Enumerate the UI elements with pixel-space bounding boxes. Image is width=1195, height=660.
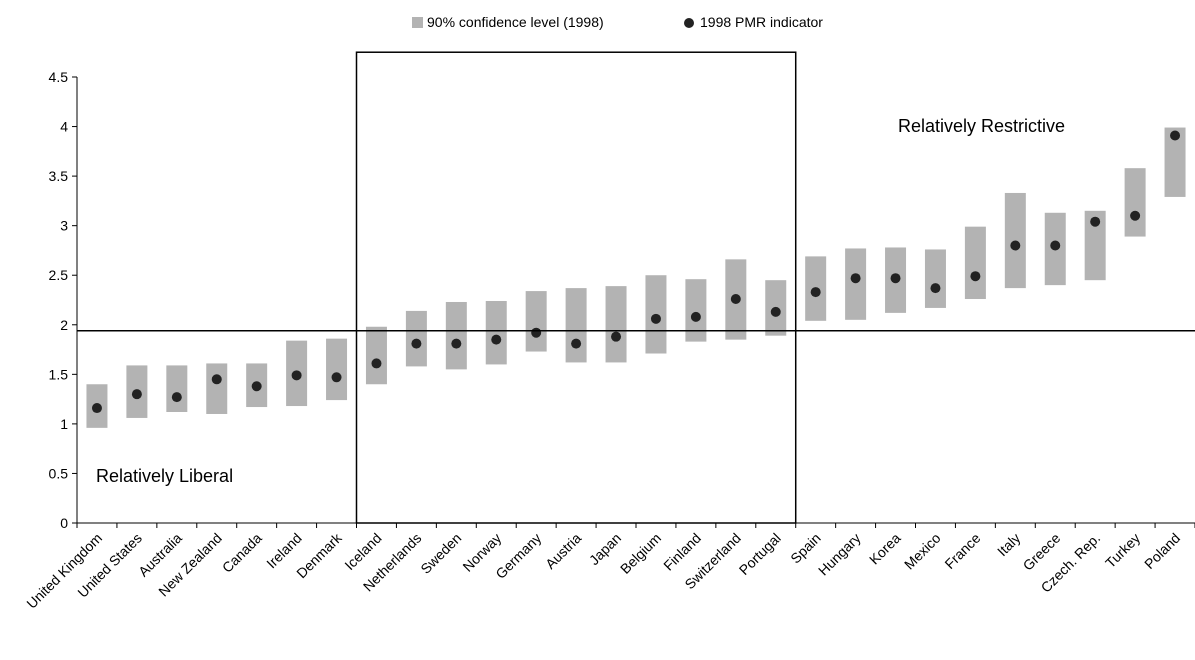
pmr-point <box>850 273 861 284</box>
y-axis: 0 0.5 1 1.5 2 2.5 3 3.5 4 4.5 <box>49 69 78 531</box>
confidence-bar <box>924 249 946 308</box>
confidence-bar <box>166 365 188 412</box>
confidence-bar <box>525 291 547 352</box>
confidence-bar <box>326 338 348 401</box>
pmr-point <box>131 389 142 400</box>
confidence-bar <box>1084 210 1106 281</box>
pmr-point <box>970 271 981 282</box>
confidence-bar <box>1164 127 1186 197</box>
pmr-point <box>890 273 901 284</box>
pmr-point <box>371 358 382 369</box>
confidence-bar <box>964 226 986 300</box>
y-tick-label: 0.5 <box>49 465 69 481</box>
legend-point-label: 1998 PMR indicator <box>700 14 823 30</box>
x-tick-label: Italy <box>994 530 1023 559</box>
pmr-point <box>451 338 462 349</box>
y-tick-label: 1.5 <box>49 366 69 382</box>
pmr-point <box>571 338 582 349</box>
confidence-bands <box>86 127 1186 428</box>
pmr-point <box>730 294 741 305</box>
pmr-point <box>1130 210 1141 221</box>
x-tick-label: Poland <box>1141 530 1183 572</box>
pmr-point <box>611 331 622 342</box>
confidence-bar <box>365 326 387 385</box>
pmr-point <box>91 403 102 414</box>
confidence-bar <box>845 248 867 320</box>
pmr-point <box>770 306 781 317</box>
x-tick-label: Portugal <box>736 530 784 578</box>
x-tick-label: Sweden <box>417 530 464 577</box>
confidence-bar <box>605 286 627 363</box>
pmr-point <box>690 311 701 322</box>
pmr-point <box>650 313 661 324</box>
x-tick-label: Canada <box>219 530 265 576</box>
x-tick-label: Austria <box>542 530 584 572</box>
x-tick-label: Mexico <box>901 530 944 573</box>
region-label-restrictive: Relatively Restrictive <box>898 116 1065 136</box>
pmr-point <box>810 287 821 298</box>
pmr-point <box>291 370 302 381</box>
legend-point-swatch <box>684 18 694 28</box>
confidence-bar <box>1124 168 1146 237</box>
x-tick-label: Spain <box>787 530 824 567</box>
legend-range-swatch <box>412 17 423 28</box>
legend: 90% confidence level (1998) 1998 PMR ind… <box>412 14 823 30</box>
x-tick-label: Japan <box>586 530 624 568</box>
region-label-liberal: Relatively Liberal <box>96 466 233 486</box>
pmr-point <box>1010 240 1021 251</box>
y-tick-label: 1 <box>60 416 68 432</box>
confidence-bar <box>485 300 507 365</box>
confidence-bar <box>445 301 467 370</box>
confidence-bar <box>685 279 707 342</box>
confidence-bar <box>565 288 587 363</box>
pmr-point <box>531 327 542 338</box>
x-tick-label: Korea <box>866 530 904 568</box>
y-tick-label: 2 <box>60 317 68 333</box>
y-tick-label: 3.5 <box>49 168 69 184</box>
pmr-point <box>171 392 182 403</box>
pmr-point <box>211 374 222 385</box>
y-tick-label: 0 <box>60 515 68 531</box>
pmr-point <box>1090 216 1101 227</box>
x-tick-label: France <box>941 530 983 572</box>
y-tick-label: 4 <box>60 119 68 135</box>
y-tick-label: 4.5 <box>49 69 69 85</box>
x-tick-label: Hungary <box>815 530 864 579</box>
x-tick-label: Belgium <box>617 530 664 577</box>
pmr-point <box>411 338 422 349</box>
pmr-point <box>1170 130 1181 141</box>
pmr-point <box>1050 240 1061 251</box>
legend-range-label: 90% confidence level (1998) <box>427 14 604 30</box>
pmr-point <box>491 334 502 345</box>
pmr-points <box>91 130 1181 414</box>
x-tick-label: Denmark <box>293 529 345 581</box>
confidence-bar <box>206 363 228 414</box>
pmr-point <box>251 381 262 392</box>
pmr-point <box>930 283 941 294</box>
y-tick-label: 2.5 <box>49 267 69 283</box>
y-tick-label: 3 <box>60 218 68 234</box>
pmr-point <box>331 372 342 383</box>
x-tick-label: Turkey <box>1102 530 1143 571</box>
